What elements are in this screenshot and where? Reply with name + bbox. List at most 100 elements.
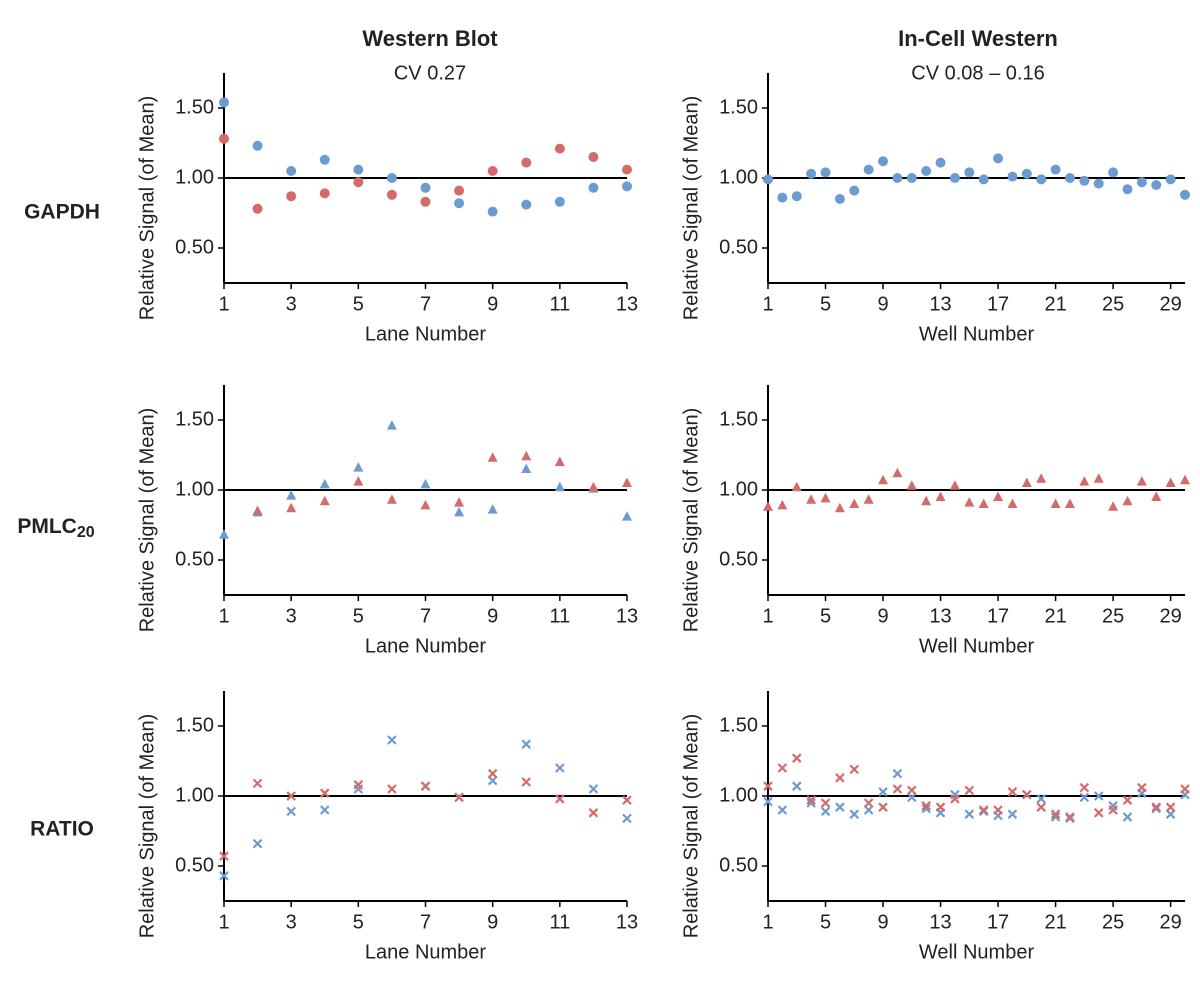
y-tick-label: 1.00 [719,784,758,806]
point [949,480,960,490]
point [878,474,889,485]
x-tick-label: 7 [420,605,431,627]
point [777,499,788,510]
point [906,173,917,183]
point [622,795,632,805]
point [588,784,599,794]
x-tick-label: 9 [487,605,498,627]
point [791,753,802,763]
point [1079,792,1090,803]
x-tick-label: 5 [353,293,364,315]
point [820,798,831,808]
x-tick-label: 3 [286,293,297,315]
point [554,143,565,154]
point [1050,812,1061,822]
point [849,809,860,819]
point [935,157,946,168]
point [521,450,532,461]
x-axis-label: Lane Number [365,323,487,345]
point [1093,791,1104,801]
point [487,504,498,514]
point [806,795,816,805]
point [834,194,845,204]
y-tick-label: 1.50 [175,408,214,430]
point [777,192,788,203]
point [1064,173,1075,183]
point [1108,167,1119,178]
point [1180,784,1190,794]
point [806,494,817,504]
point [1136,177,1147,188]
point [521,199,532,210]
y-axis-label: Relative Signal (of Mean) [136,714,158,939]
point [353,462,364,472]
x-tick-label: 1 [218,293,229,315]
point [892,768,903,779]
point [555,763,565,773]
point [892,173,903,183]
x-tick-label: 13 [929,605,951,627]
point [286,490,297,500]
y-tick-label: 1.50 [175,96,214,118]
point [993,805,1003,815]
point [1122,812,1133,822]
point [878,787,888,797]
point [386,494,397,504]
point [286,806,296,817]
x-tick-label: 17 [987,911,1009,933]
point [622,813,632,824]
point [863,798,874,808]
x-tick-label: 5 [820,293,831,315]
point [1151,491,1162,501]
x-tick-label: 5 [353,911,364,933]
y-tick-label: 1.50 [719,96,758,118]
y-tick-label: 0.50 [719,548,758,570]
point [763,781,773,791]
point [219,97,229,108]
point [622,181,632,192]
point [420,781,431,791]
point [554,481,565,492]
y-tick-label: 1.00 [719,478,758,500]
x-tick-label: 13 [929,911,951,933]
point [907,785,917,796]
point [1108,805,1118,815]
point [835,773,845,783]
point [835,802,845,812]
x-tick-label: 21 [1044,605,1066,627]
point [791,481,802,492]
x-tick-label: 29 [1159,911,1181,933]
point [1007,171,1018,182]
column-title: In-Cell Western [898,26,1058,51]
point [1165,477,1176,487]
point [1021,168,1032,179]
point [286,166,297,176]
point [487,775,498,786]
point [763,501,773,511]
y-tick-label: 1.00 [175,784,214,806]
point [1079,782,1090,793]
point [286,791,296,801]
point [1050,164,1061,175]
x-tick-label: 9 [487,293,498,315]
y-tick-label: 1.50 [175,714,214,736]
row-label: PMLC20 [17,515,94,542]
point [791,191,802,202]
point [487,206,498,217]
point [806,798,816,808]
column-title: Western Blot [362,26,498,51]
column-subtitle: CV 0.27 [394,62,466,84]
point [878,802,888,812]
point [219,529,229,539]
point [387,784,397,794]
point [1079,476,1090,486]
point [319,788,330,798]
x-tick-label: 11 [549,605,570,627]
point [878,156,889,167]
point [834,502,845,513]
point [622,511,632,521]
point [622,164,632,175]
point [777,763,788,773]
point [863,164,874,175]
